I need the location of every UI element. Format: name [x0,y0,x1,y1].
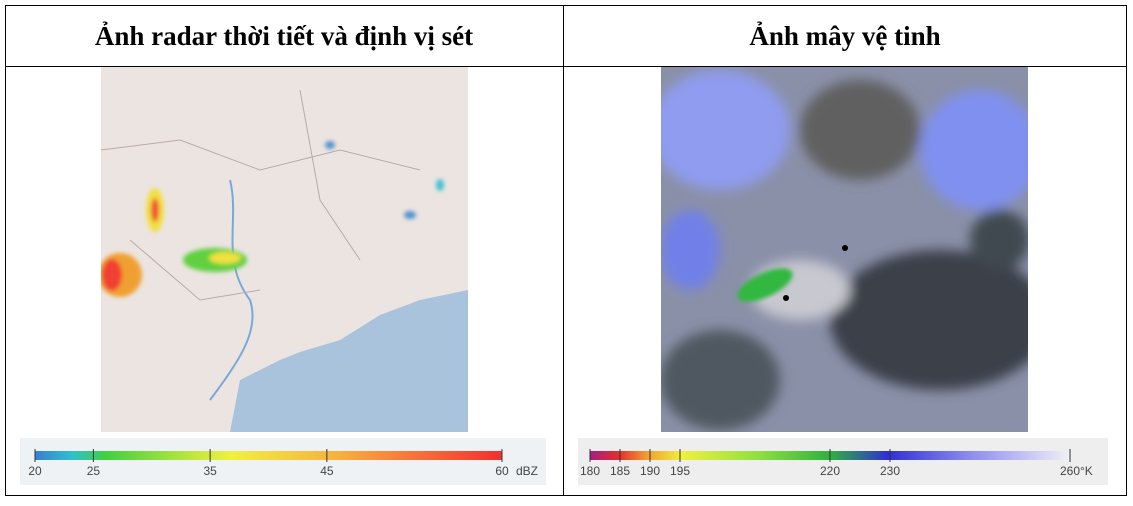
rain-cell [436,179,444,191]
colorbar-tick-label: 25 [87,464,101,478]
cloud [920,90,1028,210]
colorbar-tick-label: 195 [670,464,690,478]
colorbar-tick-label: 230 [880,464,900,478]
colorbar-tick-label: 35 [203,464,217,478]
colorbar-tick-label: 60 [495,464,509,478]
river [209,179,254,401]
border [101,89,421,301]
radar-colorbar [35,451,502,460]
cloud [661,330,780,430]
cloud [661,210,720,290]
colorbar-tick-label: 180 [580,464,600,478]
colorbar-tick-label: 260 [1060,464,1080,478]
satellite-legend [578,438,1108,485]
cloud [800,80,920,180]
rain-cell [151,198,159,222]
sea [230,290,468,432]
header-title: Ảnh mây vệ tinh [749,21,940,51]
cloud [970,210,1028,270]
city-dot [783,295,789,301]
colorbar-tick-label: 185 [610,464,630,478]
header-title: Ảnh radar thời tiết và định vị sét [95,21,473,51]
colorbar-unit: °K [1080,464,1093,478]
colorbar-unit: dBZ [516,464,538,478]
rain-cell [209,252,241,264]
colorbar-tick-label: 45 [320,464,334,478]
colorbar-tick-label: 220 [820,464,840,478]
satellite-image [661,67,1028,432]
colorbar-tick-label: 20 [28,464,42,478]
cloud-core [737,268,793,302]
radar-legend [20,438,546,485]
colorbar-tick-label: 190 [640,464,660,478]
cloud [830,250,1028,390]
rain-cell [325,141,335,149]
radar-map [101,67,468,432]
city-dot [842,245,848,251]
table-border [5,5,1127,496]
rain-cell [102,259,122,291]
cloud [661,70,790,190]
rain-cell [404,211,416,219]
